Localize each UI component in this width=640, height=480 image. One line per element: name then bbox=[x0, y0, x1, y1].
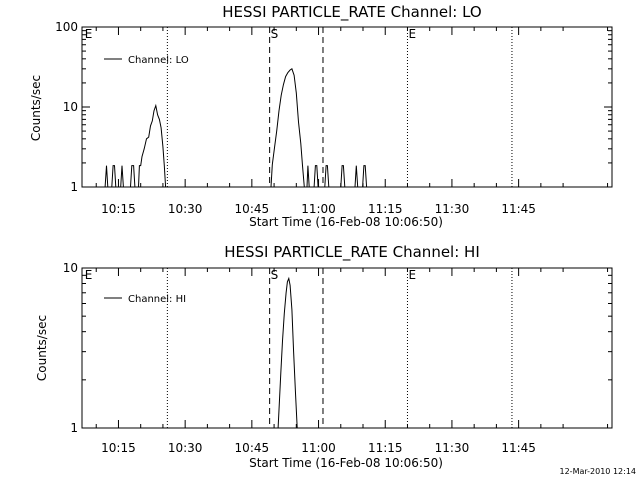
top-chart-series-line bbox=[104, 165, 109, 188]
top-chart-series-line bbox=[324, 165, 330, 188]
top-chart-x-tick-label: 11:00 bbox=[301, 202, 336, 216]
bottom-chart-marker-label: S bbox=[271, 268, 279, 282]
bottom-chart-plot-frame bbox=[81, 267, 613, 429]
top-chart-legend-label: Channel: LO bbox=[128, 55, 189, 66]
top-chart-x-tick-label: 11:45 bbox=[501, 202, 536, 216]
bottom-chart-x-tick-label: 11:45 bbox=[501, 441, 536, 455]
bottom-chart-y-tick-label: 10 bbox=[63, 261, 78, 275]
top-chart-x-tick-label: 10:45 bbox=[235, 202, 270, 216]
top-chart-series-line bbox=[120, 165, 124, 188]
top-chart-series-line bbox=[313, 165, 319, 188]
top-chart-series-line bbox=[130, 165, 136, 188]
bottom-chart-y-axis-label: Counts/sec bbox=[35, 315, 49, 381]
bottom-chart-x-tick-label: 11:00 bbox=[301, 441, 336, 455]
top-chart-y-axis-label: Counts/sec bbox=[29, 75, 43, 141]
top-chart-x-axis-label: Start Time (16-Feb-08 10:06:50) bbox=[249, 215, 443, 229]
top-chart-panel: HESSI PARTICLE_RATE Channel: LO Start Ti… bbox=[29, 3, 613, 229]
top-chart-x-tick-label: 11:30 bbox=[435, 202, 470, 216]
top-chart-y-tick-label: 100 bbox=[55, 20, 78, 34]
top-chart-series-line bbox=[306, 165, 310, 188]
bottom-chart-marker-label: E bbox=[408, 268, 416, 282]
bottom-chart-panel: HESSI PARTICLE_RATE Channel: HI Start Ti… bbox=[35, 243, 613, 470]
top-chart-series-line bbox=[340, 165, 346, 188]
bottom-chart-legend-label: Channel: HI bbox=[128, 294, 186, 305]
top-chart-marker-label: E bbox=[85, 27, 93, 41]
top-chart-series-line bbox=[111, 165, 117, 188]
bottom-chart-x-tick-label: 10:15 bbox=[101, 441, 136, 455]
top-chart-y-tick-label: 10 bbox=[63, 100, 78, 114]
top-chart-series-line bbox=[362, 165, 368, 188]
top-chart-series-line bbox=[138, 103, 167, 188]
top-chart-y-tick-label: 1 bbox=[70, 180, 78, 194]
bottom-chart-x-tick-label: 11:30 bbox=[435, 441, 470, 455]
top-chart-x-tick-label: 11:15 bbox=[368, 202, 403, 216]
bottom-chart-series-line bbox=[277, 276, 298, 429]
footer-timestamp: 12-Mar-2010 12:14 bbox=[560, 467, 637, 476]
top-chart-series-line bbox=[354, 165, 359, 188]
top-chart-marker-label: S bbox=[271, 27, 279, 41]
top-chart-series-line bbox=[270, 68, 305, 188]
bottom-chart-y-tick-label: 1 bbox=[70, 421, 78, 435]
bottom-chart-x-tick-label: 10:30 bbox=[168, 441, 203, 455]
bottom-chart-title: HESSI PARTICLE_RATE Channel: HI bbox=[224, 243, 480, 262]
top-chart-marker-label: E bbox=[408, 27, 416, 41]
bottom-chart-x-tick-label: 11:15 bbox=[368, 441, 403, 455]
bottom-chart-marker-label: E bbox=[85, 268, 93, 282]
top-chart-x-tick-label: 10:15 bbox=[101, 202, 136, 216]
top-chart-plot-frame bbox=[81, 26, 613, 188]
top-chart-x-tick-label: 10:30 bbox=[168, 202, 203, 216]
bottom-chart-x-axis-label: Start Time (16-Feb-08 10:06:50) bbox=[249, 456, 443, 470]
bottom-chart-x-tick-label: 10:45 bbox=[235, 441, 270, 455]
top-chart-title: HESSI PARTICLE_RATE Channel: LO bbox=[222, 3, 481, 22]
